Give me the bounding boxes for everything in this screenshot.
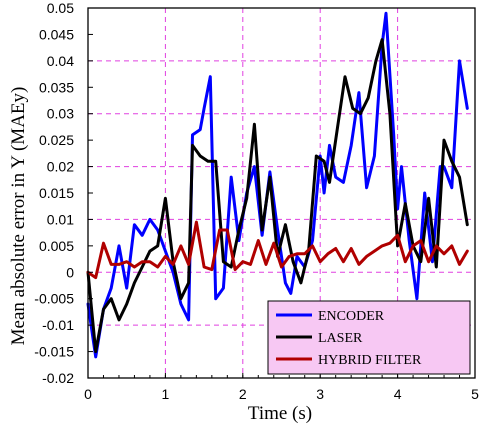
y-tick-label: 0.025 — [39, 132, 74, 148]
y-tick-label: 0.02 — [47, 159, 74, 175]
legend: ENCODER LASER HYBRID FILTER — [267, 300, 471, 375]
legend-label: LASER — [318, 331, 363, 346]
y-axis-title: Mean absolute error in Y (MAEy) — [8, 87, 29, 346]
y-tick-label: 0.05 — [47, 0, 74, 16]
x-tick-label: 0 — [84, 386, 92, 402]
y-tick-label: 0.04 — [47, 53, 74, 69]
x-axis-title: Time (s) — [248, 403, 312, 424]
x-tick-label: 3 — [316, 386, 324, 402]
y-tick-label: 0.01 — [47, 211, 74, 227]
legend-label: ENCODER — [318, 309, 385, 324]
series-line-hybrid-filter — [86, 220, 469, 280]
x-tick-label: 5 — [471, 386, 479, 402]
y-tick-label: 0.035 — [39, 79, 74, 95]
y-tick-label: 0.045 — [39, 26, 74, 42]
y-tick-label: 0.005 — [39, 238, 74, 254]
y-tick-label: -0.005 — [34, 291, 74, 307]
y-tick-label: -0.02 — [42, 370, 74, 386]
x-tick-label: 4 — [394, 386, 402, 402]
x-tick-labels: 0 1 2 3 4 5 — [84, 386, 479, 402]
legend-label: HYBRID FILTER — [318, 353, 422, 368]
series-line-encoder — [86, 11, 469, 359]
y-tick-label: 0.03 — [47, 106, 74, 122]
x-tick-label: 2 — [239, 386, 247, 402]
x-tick-label: 1 — [162, 386, 170, 402]
y-tick-label: 0 — [66, 264, 74, 280]
tick-marks — [87, 7, 476, 379]
series-layer — [86, 11, 469, 359]
y-tick-label: -0.015 — [34, 344, 74, 360]
y-tick-labels: 0.05 0.045 0.04 0.035 0.03 0.025 0.02 0.015 0.01… — [34, 0, 74, 386]
y-tick-label: -0.01 — [42, 317, 74, 333]
y-tick-label: 0.015 — [39, 185, 74, 201]
